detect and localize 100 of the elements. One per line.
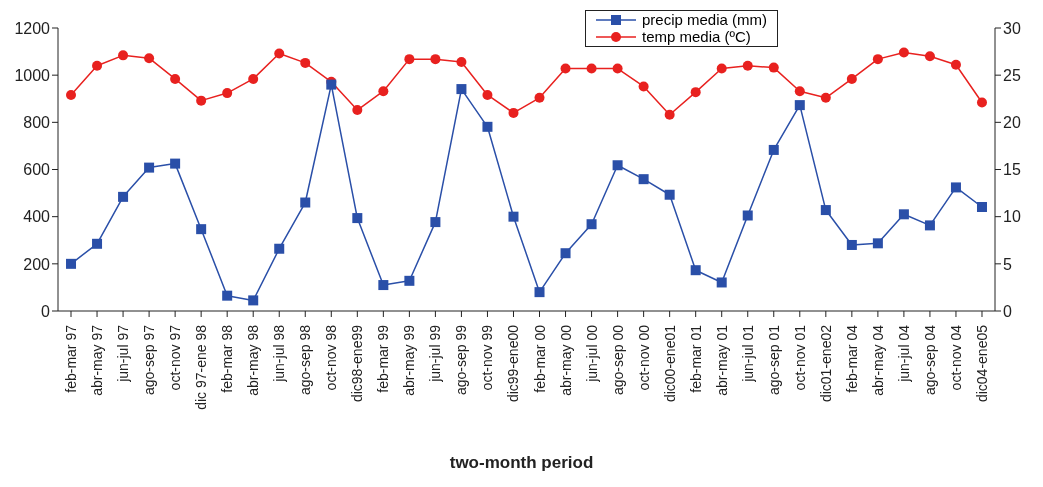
- point: [638, 81, 649, 92]
- x-tick-label: dic 97-ene 98: [193, 324, 210, 410]
- point: [352, 213, 363, 224]
- x-tick-label: abr-may 98: [245, 324, 262, 396]
- point: [716, 277, 727, 288]
- x-tick-label: oct-nov 97: [167, 324, 184, 391]
- point: [352, 105, 363, 116]
- point: [144, 53, 155, 64]
- y-tick-label: 1000: [14, 66, 51, 84]
- x-tick-label: dic04-ene05: [973, 324, 990, 403]
- legend-label: temp media (ºC): [642, 28, 751, 45]
- x-tick-label: abr-may 00: [557, 324, 574, 396]
- point: [404, 54, 415, 65]
- x-tick-label: ago-sep 99: [453, 324, 470, 396]
- point: [742, 60, 753, 71]
- point: [716, 63, 727, 74]
- point: [820, 92, 831, 103]
- x-tick-label: feb-mar 01: [687, 324, 704, 393]
- y-tick-label: 200: [23, 255, 51, 273]
- point: [482, 121, 493, 132]
- x-tick-label: oct-nov 99: [479, 324, 496, 391]
- point: [300, 197, 311, 208]
- point: [976, 202, 987, 212]
- x-tick-label: oct-nov 04: [947, 324, 964, 391]
- point: [924, 51, 935, 62]
- y-tick-label: 800: [23, 114, 51, 132]
- point: [404, 275, 415, 286]
- y2-tick-label: 25: [1003, 66, 1021, 84]
- point: [742, 210, 753, 221]
- point: [976, 97, 987, 108]
- x-tick-label: ago-sep 04: [921, 324, 938, 396]
- x-tick-label: jun-jul 98: [271, 324, 288, 383]
- point: [508, 211, 519, 222]
- point: [690, 265, 701, 276]
- point: [222, 290, 233, 301]
- point: [664, 109, 675, 120]
- x-tick-label: dic99-ene00: [505, 324, 522, 403]
- point: [534, 287, 545, 298]
- y2-tick-label: 5: [1003, 255, 1012, 273]
- y-tick-label: 600: [23, 161, 51, 179]
- y2-tick-label: 10: [1003, 208, 1021, 226]
- x-tick-label: dic00-ene01: [661, 324, 678, 403]
- point: [820, 205, 831, 216]
- x-tick-label: jun-jul 01: [739, 324, 756, 383]
- point: [794, 86, 805, 97]
- point: [456, 84, 467, 95]
- x-tick-label: jun-jul 04: [895, 324, 912, 383]
- y2-tick-label: 0: [1003, 302, 1012, 320]
- x-tick-label: feb-mar 97: [63, 324, 80, 393]
- x-tick-label: jun-jul 00: [583, 324, 600, 383]
- point: [846, 73, 857, 84]
- point: [170, 73, 181, 84]
- point: [560, 248, 571, 259]
- point: [768, 62, 779, 73]
- point: [248, 73, 259, 84]
- y-tick-label: 1200: [14, 19, 51, 37]
- y2-tick-label: 30: [1003, 19, 1021, 37]
- legend-label: precip media (mm): [642, 11, 768, 28]
- x-tick-label: abr-may 04: [869, 324, 886, 396]
- x-tick-label: abr-may 01: [713, 324, 730, 396]
- point: [118, 191, 129, 202]
- point: [274, 243, 285, 254]
- point: [66, 258, 77, 269]
- x-tick-label: dic98-ene99: [349, 324, 366, 403]
- point: [248, 295, 259, 306]
- point: [872, 238, 883, 249]
- y-tick-label: 0: [41, 302, 51, 320]
- point: [378, 86, 389, 97]
- point: [66, 89, 77, 100]
- point: [534, 92, 545, 103]
- point: [274, 48, 285, 59]
- x-tick-label: oct-nov 01: [791, 324, 808, 391]
- point: [586, 63, 597, 74]
- y-tick-label: 400: [23, 208, 51, 226]
- x-tick-label: abr-may 97: [89, 324, 106, 396]
- point: [196, 224, 207, 235]
- x-tick-label: feb-mar 04: [843, 324, 860, 393]
- point: [430, 54, 441, 65]
- point: [170, 158, 181, 169]
- point: [690, 87, 701, 98]
- y2-tick-label: 15: [1003, 161, 1021, 179]
- point: [92, 60, 103, 71]
- x-axis-title: two-month period: [448, 453, 595, 473]
- point: [144, 162, 155, 173]
- y2-tick-label: 20: [1003, 114, 1021, 132]
- point: [664, 189, 675, 200]
- x-tick-label: jun-jul 99: [427, 324, 444, 383]
- point: [612, 63, 623, 74]
- point: [898, 47, 909, 58]
- point: [924, 220, 935, 231]
- point: [950, 182, 961, 193]
- point: [612, 160, 623, 171]
- point: [196, 95, 207, 106]
- x-tick-label: abr-may 99: [401, 324, 418, 396]
- point: [222, 88, 233, 99]
- point: [430, 217, 441, 228]
- point: [950, 59, 961, 70]
- point: [872, 54, 883, 65]
- x-tick-label: ago-sep 01: [765, 324, 782, 396]
- point: [794, 100, 805, 111]
